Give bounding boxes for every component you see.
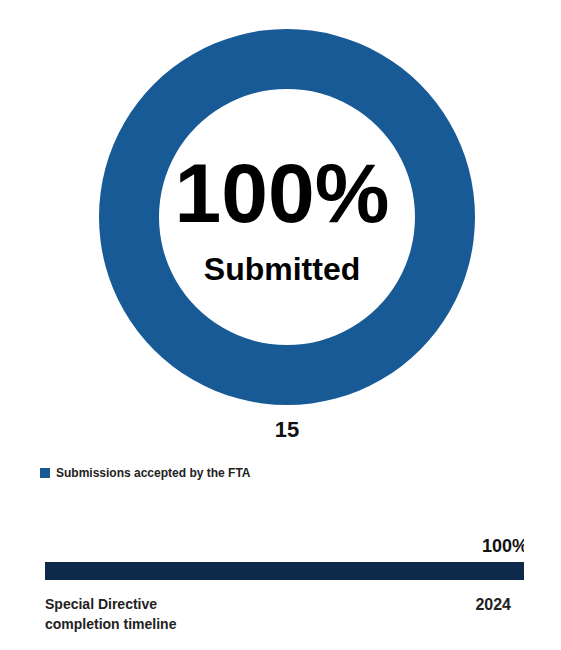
svg-text:15: 15 <box>275 417 299 442</box>
html-text:Submissions accepted by the FT: Submissions accepted by the FTA <box>56 466 251 480</box>
svg-text:100%: 100% <box>482 536 524 556</box>
svg-text:Submitted: Submitted <box>204 251 360 287</box>
svg-text:100%: 100% <box>175 146 390 240</box>
html-text:2024: 2024 <box>475 596 511 613</box>
html-text:Special Directive completion t: Special Directive completion timeline <box>45 596 177 632</box>
